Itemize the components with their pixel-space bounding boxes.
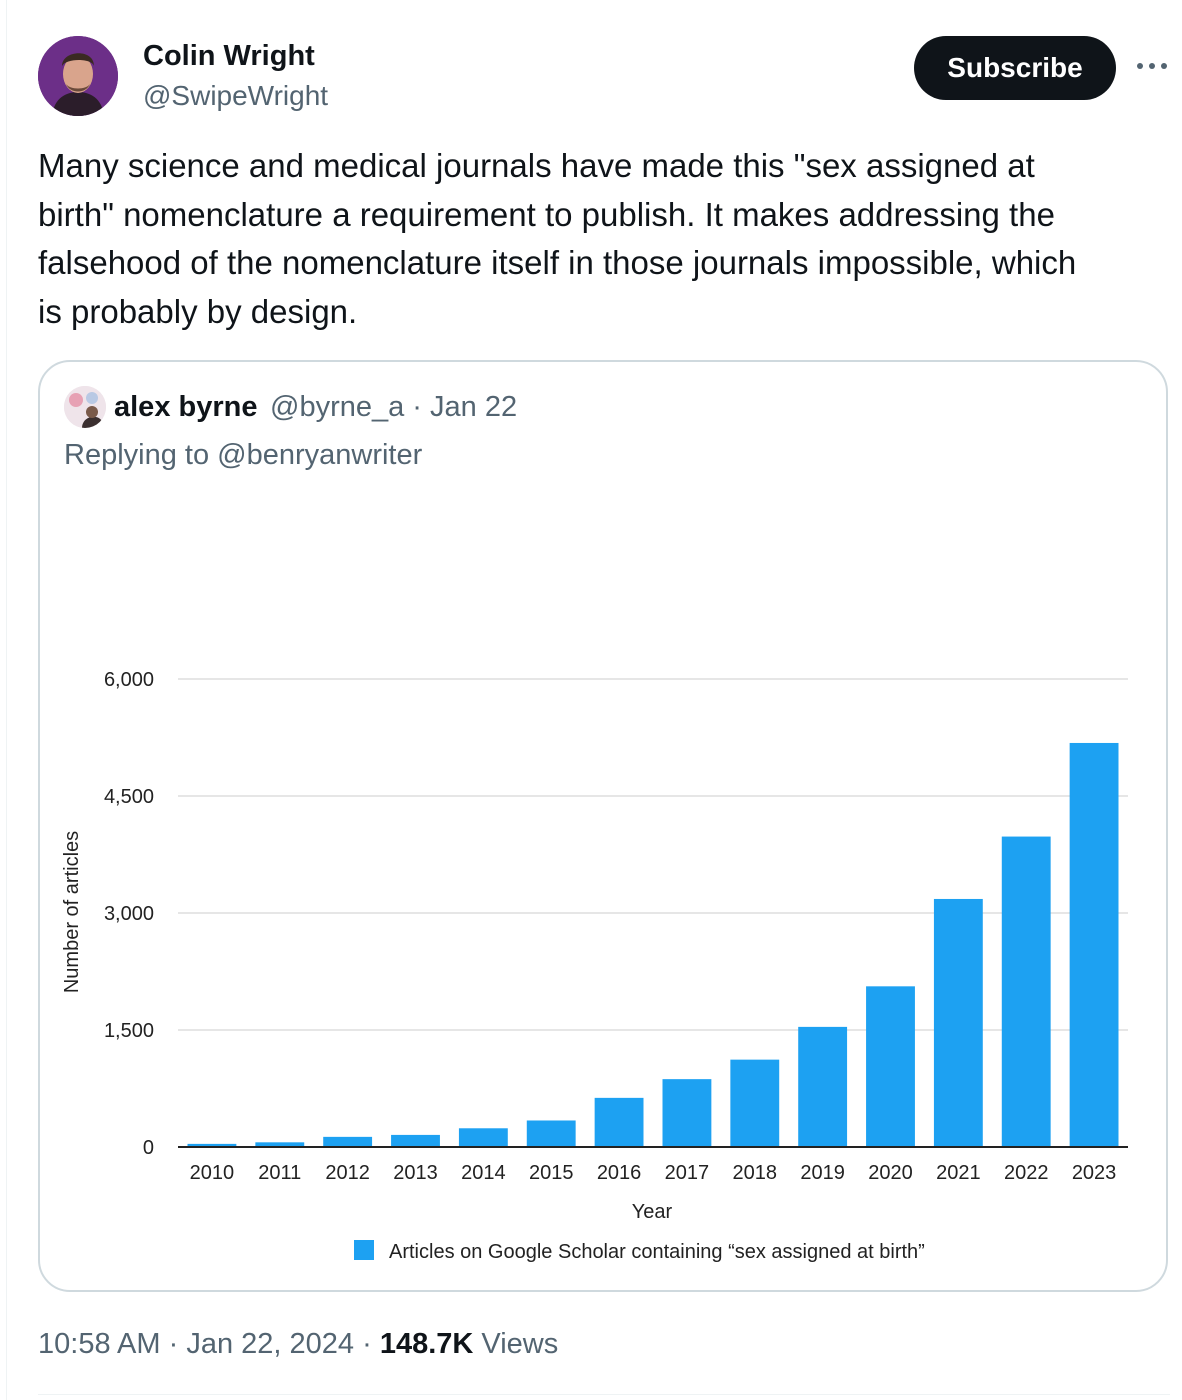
- legend-label: Articles on Google Scholar containing “s…: [389, 1241, 925, 1263]
- separator: ·: [168, 1328, 179, 1360]
- bar: [1001, 836, 1051, 1147]
- more-horizontal-icon[interactable]: [1134, 54, 1170, 78]
- bar: [730, 1059, 780, 1147]
- author-avatar[interactable]: [38, 36, 118, 116]
- quoted-author-avatar[interactable]: [64, 386, 106, 428]
- quoted-tweet-card[interactable]: alex byrne @byrne_a · Jan 22 Replying to…: [38, 360, 1168, 1292]
- bar: [391, 1134, 440, 1147]
- replying-to[interactable]: Replying to @benryanwriter: [64, 439, 423, 471]
- separator: ·: [362, 1328, 372, 1360]
- views-count: 148.7K: [379, 1328, 474, 1360]
- x-tick-label: 2010: [190, 1162, 235, 1184]
- x-tick-label: 2014: [461, 1162, 506, 1184]
- bar: [458, 1128, 508, 1147]
- x-tick-label: 2022: [1004, 1162, 1049, 1184]
- author-avatar-photo: [38, 36, 118, 116]
- bar: [798, 1026, 848, 1147]
- tweet-meta: 10:58 AM · Jan 22, 2024 · 148.7K Views: [38, 1324, 558, 1364]
- x-tick-label: 2015: [529, 1162, 574, 1184]
- x-tick-label: 2013: [393, 1162, 438, 1184]
- tweet-time[interactable]: 10:58 AM: [38, 1328, 161, 1360]
- x-tick-label: 2011: [258, 1162, 301, 1184]
- views-label: Views: [481, 1328, 559, 1360]
- quoted-author-name[interactable]: alex byrne: [114, 391, 258, 423]
- bar: [866, 986, 915, 1147]
- tweet-text: Many science and medical journals have m…: [38, 147, 1077, 330]
- legend-swatch: [354, 1240, 374, 1260]
- author-handle[interactable]: @SwipeWright: [143, 80, 329, 111]
- y-axis-title: Number of articles: [61, 831, 83, 993]
- tweet-date[interactable]: Jan 22, 2024: [186, 1328, 355, 1360]
- x-tick-label: 2012: [325, 1162, 370, 1184]
- bar: [323, 1136, 373, 1147]
- y-tick-label: 4,500: [104, 786, 154, 808]
- y-tick-label: 0: [143, 1137, 154, 1159]
- x-tick-label: 2020: [868, 1162, 913, 1184]
- y-tick-label: 3,000: [104, 903, 154, 925]
- quoted-author-meta[interactable]: @byrne_a · Jan 22: [270, 391, 518, 423]
- y-tick-label: 6,000: [104, 669, 154, 691]
- y-tick-label: 1,500: [104, 1020, 154, 1042]
- timeline-divider: [6, 0, 7, 1400]
- divider: [38, 1394, 1170, 1395]
- x-tick-label: 2023: [1072, 1162, 1117, 1184]
- bar: [662, 1079, 712, 1147]
- subscribe-button[interactable]: Subscribe: [914, 36, 1116, 100]
- bar: [933, 898, 983, 1147]
- x-axis-title: Year: [632, 1201, 673, 1223]
- bar: [187, 1143, 237, 1147]
- quoted-author-avatar-photo: [64, 386, 106, 428]
- bar-chart: 0 1,500 3,000 4,500 6,000 2010 2011 2012 2013 201…: [61, 669, 1128, 1263]
- x-tick-label: 2017: [665, 1162, 710, 1184]
- x-tick-label: 2016: [597, 1162, 642, 1184]
- bar: [1069, 742, 1119, 1147]
- bar: [594, 1097, 644, 1147]
- x-tick-label: 2021: [936, 1162, 981, 1184]
- bar: [255, 1142, 305, 1147]
- bar: [526, 1120, 576, 1147]
- x-tick-label: 2019: [800, 1162, 845, 1184]
- x-tick-label: 2018: [733, 1162, 778, 1184]
- author-name[interactable]: Colin Wright: [143, 40, 315, 72]
